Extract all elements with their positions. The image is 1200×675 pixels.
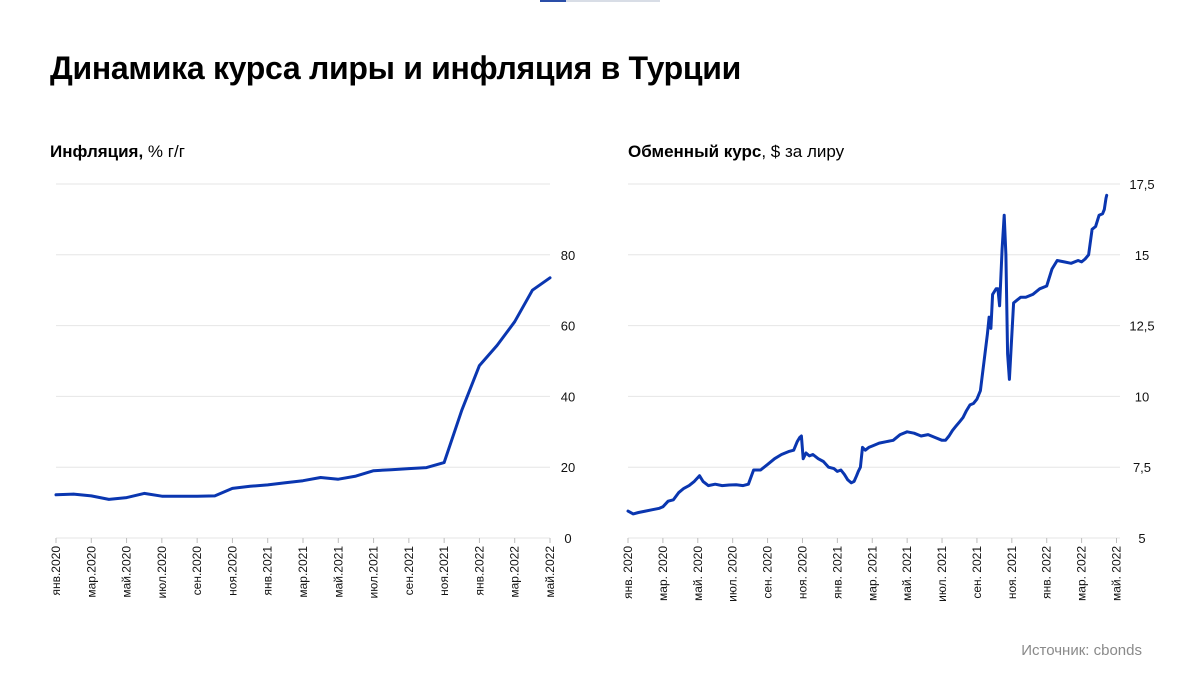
x-tick-label: сен.2020 xyxy=(190,546,204,596)
x-tick-label: май. 2022 xyxy=(1110,546,1124,601)
inflation-data-point xyxy=(284,481,287,484)
x-tick-label: май. 2020 xyxy=(691,546,705,601)
inflation-data-point xyxy=(195,495,199,498)
fx-chart-title: Обменный курс, $ за лиру xyxy=(628,142,844,162)
inflation-data-point xyxy=(425,466,428,469)
y-tick-label: 20 xyxy=(561,460,575,475)
inflation-data-point xyxy=(266,483,269,487)
inflation-data-point xyxy=(390,468,393,471)
fx-title-bold: Обменный курс xyxy=(628,142,762,161)
inflation-data-point xyxy=(319,476,322,479)
y-tick-label: 5 xyxy=(1138,531,1145,546)
x-tick-label: мар. 2020 xyxy=(656,546,670,601)
top-decorative-bar xyxy=(540,0,660,2)
inflation-title-bold: Инфляция, xyxy=(50,142,144,161)
inflation-data-point xyxy=(407,467,411,470)
y-tick-label: 15 xyxy=(1135,248,1149,263)
inflation-data-point xyxy=(513,320,516,323)
x-tick-label: янв. 2020 xyxy=(621,546,635,599)
x-tick-label: ноя.2020 xyxy=(225,546,239,596)
x-tick-label: мар.2021 xyxy=(296,546,310,598)
x-tick-label: янв.2022 xyxy=(472,546,486,596)
x-tick-label: ноя.2021 xyxy=(437,546,451,596)
inflation-data-point xyxy=(548,276,552,280)
y-tick-label: 80 xyxy=(561,248,575,263)
exchange-rate-series-line xyxy=(626,193,1109,516)
inflation-data-point xyxy=(495,344,499,347)
x-tick-label: янв.2020 xyxy=(49,546,63,596)
y-tick-label: 10 xyxy=(1135,389,1149,404)
x-tick-label: янв.2021 xyxy=(261,546,275,596)
inflation-data-point xyxy=(248,485,252,488)
inflation-title-unit: % г/г xyxy=(143,142,185,161)
inflation-data-point xyxy=(301,479,305,482)
inflation-data-point xyxy=(213,494,216,498)
inflation-data-point xyxy=(90,494,93,498)
x-tick-label: июл.2021 xyxy=(367,546,381,599)
x-tick-label: июл. 2020 xyxy=(726,546,740,602)
x-tick-label: мар. 2022 xyxy=(1075,546,1089,601)
source-note: Источник: cbonds xyxy=(1021,642,1142,659)
y-tick-label: 0 xyxy=(564,531,571,546)
x-tick-label: май.2020 xyxy=(120,546,134,598)
inflation-data-point xyxy=(531,289,534,292)
x-tick-label: июл. 2021 xyxy=(935,546,949,602)
fx-title-unit: , $ за лиру xyxy=(761,142,845,161)
x-tick-label: май.2022 xyxy=(543,546,557,598)
inflation-data-point xyxy=(460,409,463,412)
inflation-data-point xyxy=(107,498,111,501)
inflation-data-point xyxy=(178,495,181,498)
x-tick-label: янв. 2022 xyxy=(1040,546,1054,599)
x-tick-label: мар.2022 xyxy=(508,546,522,598)
x-tick-label: сен. 2020 xyxy=(761,546,775,599)
inflation-data-point xyxy=(231,487,234,490)
inflation-data-point xyxy=(372,469,375,472)
y-tick-label: 7,5 xyxy=(1133,460,1151,475)
inflation-data-point xyxy=(54,493,58,497)
x-tick-label: янв. 2021 xyxy=(830,546,844,599)
y-tick-label: 40 xyxy=(561,389,575,404)
inflation-data-point xyxy=(160,495,164,498)
x-tick-label: июл.2020 xyxy=(155,546,169,599)
inflation-data-point xyxy=(354,474,358,478)
x-tick-label: сен. 2021 xyxy=(970,546,984,599)
top-bar-accent xyxy=(540,0,566,2)
inflation-data-point xyxy=(125,496,128,499)
x-tick-label: май.2021 xyxy=(331,546,345,598)
inflation-data-point xyxy=(337,478,340,481)
x-tick-label: мар.2020 xyxy=(84,546,98,598)
y-tick-label: 12,5 xyxy=(1129,319,1154,334)
x-tick-label: май. 2021 xyxy=(900,546,914,601)
inflation-data-point xyxy=(72,492,75,496)
y-tick-label: 60 xyxy=(561,319,575,334)
x-tick-label: мар. 2021 xyxy=(865,546,879,601)
inflation-data-point xyxy=(442,461,446,464)
inflation-chart-title: Инфляция, % г/г xyxy=(50,142,185,162)
x-tick-label: ноя. 2021 xyxy=(1005,546,1019,599)
x-tick-label: сен.2021 xyxy=(402,546,416,596)
y-tick-label: 17,5 xyxy=(1129,177,1154,192)
page-title: Динамика курса лиры и инфляция в Турции xyxy=(50,50,742,86)
inflation-data-point xyxy=(478,364,481,367)
inflation-data-point xyxy=(143,492,146,495)
x-tick-label: ноя. 2020 xyxy=(795,546,809,599)
